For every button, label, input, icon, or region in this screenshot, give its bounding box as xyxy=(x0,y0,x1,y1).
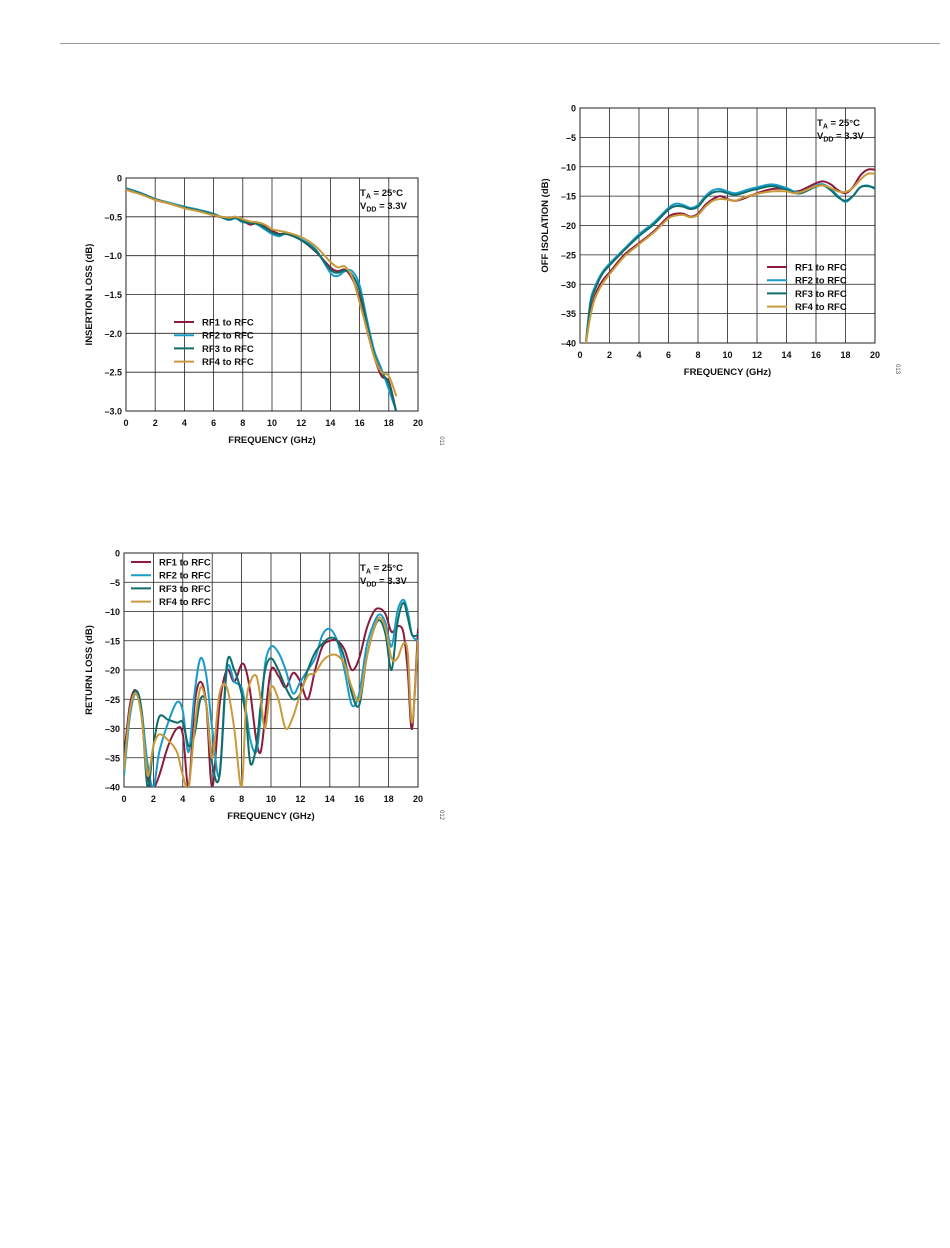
legend-label: RF1 to RFC xyxy=(795,263,847,274)
y-tick-label: –0.5 xyxy=(104,212,122,222)
series-line-rf1 xyxy=(584,168,875,343)
legend-label: RF2 to RFC xyxy=(202,331,254,342)
series-line-rf4 xyxy=(124,616,418,787)
x-tick-label: 10 xyxy=(722,350,732,360)
x-tick-label: 20 xyxy=(413,794,423,804)
series-line-rf4 xyxy=(584,172,875,343)
legend-label: RF3 to RFC xyxy=(202,344,254,355)
figure-id: 012 xyxy=(438,810,444,821)
y-axis-label: RETURN LOSS (dB) xyxy=(84,625,95,715)
x-tick-label: 20 xyxy=(870,350,880,360)
legend-label: RF3 to RFC xyxy=(159,584,211,595)
x-tick-label: 4 xyxy=(636,350,641,360)
x-tick-label: 16 xyxy=(354,794,364,804)
legend-label: RF1 to RFC xyxy=(202,318,254,329)
y-tick-label: –20 xyxy=(561,221,576,231)
x-axis-label: FREQUENCY (GHz) xyxy=(227,811,314,822)
x-tick-label: 12 xyxy=(295,794,305,804)
insertion-loss-chart: 0 2 4 6 8 10 12 14 16 18 20 0 –0.5 –1.0 –1.5 –2.0 –2.5 –3… xyxy=(84,174,444,447)
legend-label: RF2 to RFC xyxy=(795,276,847,287)
x-tick-label: 2 xyxy=(153,418,158,428)
y-tick-label: –3.0 xyxy=(104,407,122,417)
y-tick-label: –35 xyxy=(561,309,576,319)
x-tick-label: 8 xyxy=(239,794,244,804)
figure-id: 013 xyxy=(894,364,900,375)
x-tick-label: 16 xyxy=(811,350,821,360)
x-tick-label: 14 xyxy=(781,350,791,360)
return-loss-chart: 0 2 4 6 8 10 12 14 16 18 20 0 –5 –10 –15 –20 –25 –30 –35 –4… xyxy=(84,549,444,823)
y-tick-label: –20 xyxy=(105,666,120,676)
legend-label: RF4 to RFC xyxy=(202,357,254,368)
y-tick-label: –40 xyxy=(105,783,120,793)
x-tick-label: 14 xyxy=(325,794,335,804)
series-line-rf4 xyxy=(126,188,398,397)
temperature-annotation: TA = 25°C xyxy=(817,118,860,131)
x-tick-label: 0 xyxy=(577,350,582,360)
y-tick-label: –5 xyxy=(566,133,576,143)
y-tick-label: –2.5 xyxy=(104,368,122,378)
x-tick-label: 18 xyxy=(384,418,394,428)
y-tick-label: –10 xyxy=(561,162,576,172)
y-tick-label: –25 xyxy=(105,695,120,705)
off-isolation-chart: 0 2 4 6 8 10 12 14 16 18 20 0 –5 –10 –15 –20 –25 –30 –35 –4… xyxy=(540,104,900,379)
supply-voltage-annotation: VDD = 3.3V xyxy=(817,131,865,144)
y-tick-label: –30 xyxy=(105,724,120,734)
y-tick-label: –35 xyxy=(105,753,120,763)
x-tick-label: 6 xyxy=(210,794,215,804)
x-tick-label: 14 xyxy=(325,418,335,428)
x-tick-label: 16 xyxy=(355,418,365,428)
legend-label: RF4 to RFC xyxy=(795,302,847,313)
temperature-annotation: TA = 25°C xyxy=(360,563,403,576)
x-axis-label: FREQUENCY (GHz) xyxy=(228,435,315,446)
x-tick-label: 12 xyxy=(752,350,762,360)
y-tick-label: –25 xyxy=(561,250,576,260)
supply-voltage-annotation: VDD = 3.3V xyxy=(360,201,408,214)
y-axis-label: INSERTION LOSS (dB) xyxy=(84,244,95,346)
y-tick-label: –2.0 xyxy=(104,329,122,339)
series-line-rf3 xyxy=(584,184,875,343)
x-tick-label: 10 xyxy=(266,794,276,804)
series-line-rf2 xyxy=(126,187,398,411)
x-tick-label: 4 xyxy=(180,794,185,804)
temperature-annotation: TA = 25°C xyxy=(360,188,403,201)
y-axis-label: OFF ISOLATION (dB) xyxy=(540,178,551,272)
legend-label: RF3 to RFC xyxy=(795,289,847,300)
plot-frame xyxy=(579,107,876,344)
page-top-rule xyxy=(60,43,940,44)
legend-label: RF2 to RFC xyxy=(159,571,211,582)
x-tick-label: 20 xyxy=(413,418,423,428)
x-tick-label: 2 xyxy=(607,350,612,360)
y-tick-label: –1.5 xyxy=(104,290,122,300)
y-tick-label: –10 xyxy=(105,607,120,617)
y-tick-label: –40 xyxy=(561,339,576,349)
x-tick-label: 8 xyxy=(240,418,245,428)
y-tick-label: –30 xyxy=(561,280,576,290)
y-tick-label: –15 xyxy=(105,636,120,646)
y-tick-label: –5 xyxy=(110,578,120,588)
x-tick-label: 4 xyxy=(182,418,187,428)
supply-voltage-annotation: VDD = 3.3V xyxy=(360,576,408,589)
series-line-rf1 xyxy=(124,607,418,787)
x-tick-label: 18 xyxy=(384,794,394,804)
x-tick-label: 2 xyxy=(151,794,156,804)
x-tick-label: 12 xyxy=(296,418,306,428)
plot-frame xyxy=(123,552,419,788)
y-tick-label: –1.0 xyxy=(104,251,122,261)
x-tick-label: 6 xyxy=(211,418,216,428)
y-tick-label: 0 xyxy=(571,104,576,114)
x-tick-label: 0 xyxy=(121,794,126,804)
y-tick-label: 0 xyxy=(115,549,120,559)
legend-label: RF1 to RFC xyxy=(159,558,211,569)
x-tick-label: 8 xyxy=(695,350,700,360)
x-tick-label: 6 xyxy=(666,350,671,360)
x-axis-label: FREQUENCY (GHz) xyxy=(684,367,771,378)
plot-frame xyxy=(125,177,419,412)
y-tick-label: 0 xyxy=(117,174,122,184)
x-tick-label: 18 xyxy=(840,350,850,360)
figure-id: 011 xyxy=(438,436,444,446)
x-tick-label: 0 xyxy=(123,418,128,428)
y-tick-label: –15 xyxy=(561,192,576,202)
x-tick-label: 10 xyxy=(267,418,277,428)
legend-label: RF4 to RFC xyxy=(159,597,211,608)
